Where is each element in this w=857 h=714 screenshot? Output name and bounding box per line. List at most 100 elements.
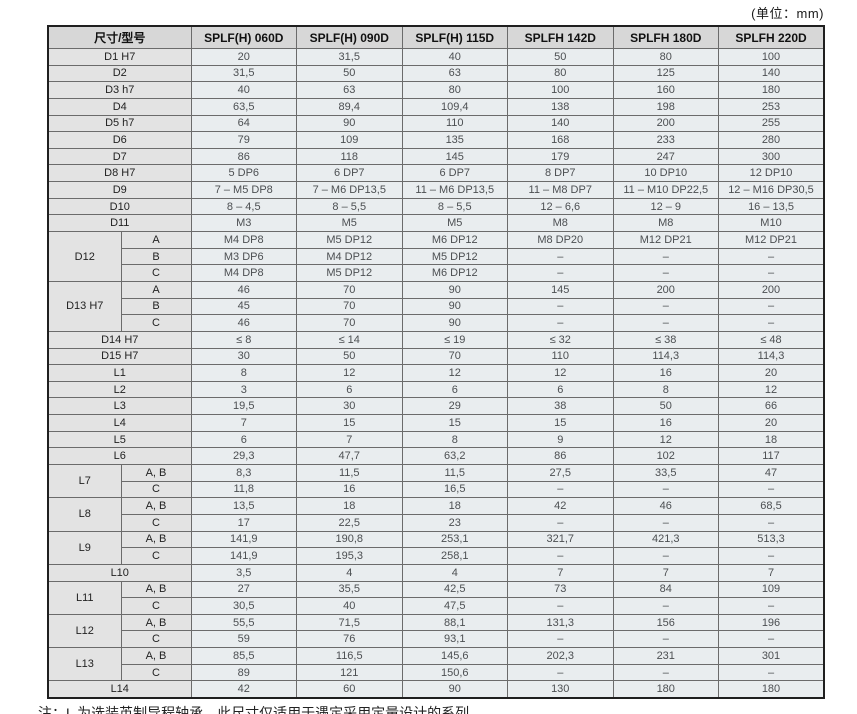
value-cell: –: [612, 480, 719, 499]
value-cell: –: [507, 480, 614, 499]
value-cell: 4: [401, 563, 508, 582]
row-label: D4: [47, 97, 192, 116]
value-cell: 11 – M6 DP13,5: [401, 181, 508, 199]
table-row: L4 7 15 15 15 16 20: [47, 414, 825, 432]
value-cell: 40: [296, 597, 403, 615]
table-row: C 141,9 195,3 258,1– – –: [48, 547, 825, 565]
row-sublabel: A, B: [120, 580, 192, 599]
value-cell: 301: [718, 647, 825, 665]
value-cell: 8 – 5,5: [296, 197, 403, 216]
value-cell: 114,3: [718, 347, 825, 366]
value-cell: M8 DP20: [507, 231, 614, 249]
row-label: L2: [47, 380, 192, 399]
value-cell: –: [718, 513, 825, 532]
value-cell: –: [612, 247, 719, 266]
row-sublabel: A, B: [120, 464, 192, 482]
value-cell: M6 DP12: [401, 231, 508, 249]
value-cell: M10: [718, 214, 825, 233]
value-cell: M5 DP12: [296, 231, 403, 249]
value-cell: 9: [507, 430, 614, 449]
value-cell: M5 DP12: [401, 247, 508, 266]
value-cell: 19,5: [190, 397, 297, 416]
value-cell: 35,5: [296, 580, 403, 599]
table-row: D10 8 – 4,5 8 – 5,5 8 – 5,5 12 – 6,6 12 – 9 16…: [47, 197, 825, 216]
row-sublabel: B: [120, 297, 192, 316]
value-cell: 20: [718, 414, 825, 432]
value-cell: 90: [401, 314, 508, 332]
table-row: B M3 DP6 M4 DP12 M5 DP12– – –: [48, 247, 825, 266]
value-cell: 247: [612, 147, 719, 166]
table-row: L11 A, B 27 35,5 42,5 73 84 109: [47, 580, 825, 615]
row-sublabel: C: [120, 264, 192, 282]
value-cell: 18: [718, 430, 825, 449]
value-cell: 12 – 9: [612, 197, 719, 216]
table-row: D12 A M4 DP8 M5 DP12 M6 DP12 M8 DP20 M12 DP21 M…: [47, 231, 825, 282]
row-sublabel: A, B: [120, 613, 192, 632]
table-row: L5 6 7 8 9 12 18: [47, 430, 825, 449]
value-cell: 180: [612, 680, 719, 699]
table-row: L10 3,5 4 4 7 7 7: [47, 563, 825, 582]
value-cell: 17: [190, 513, 297, 532]
value-cell: ≤ 38: [612, 330, 719, 349]
value-cell: 12: [401, 364, 508, 382]
value-cell: 233: [612, 131, 719, 149]
value-cell: 196: [718, 613, 825, 632]
value-cell: 198: [612, 97, 719, 116]
value-cell: 141,9: [190, 530, 297, 549]
model-column-header: SPLF(H) 115D: [401, 25, 508, 49]
row-sublabel: A: [120, 231, 192, 249]
value-cell: –: [718, 597, 825, 615]
value-cell: 11,5: [401, 464, 508, 482]
value-cell: 46: [190, 280, 297, 299]
value-cell: 109: [718, 580, 825, 599]
table-row: B 45 70 90– – –: [48, 297, 825, 316]
value-cell: 70: [296, 314, 403, 332]
value-cell: 117: [718, 447, 825, 466]
value-cell: 100: [718, 48, 825, 66]
value-cell: 253,1: [401, 530, 508, 549]
value-cell: 63: [401, 64, 508, 83]
value-cell: M8: [612, 214, 719, 233]
header-row: 尺寸/型号 SPLF(H) 060D SPLF(H) 090D SPLF(H) 115…: [47, 25, 825, 49]
value-cell: M5: [296, 214, 403, 233]
table-row: L1 8 12 12 12 16 20: [47, 364, 825, 382]
value-cell: 109,4: [401, 97, 508, 116]
table-row: D8 H7 5 DP6 6 DP7 6 DP7 8 DP7 10 DP10 12 DP10: [47, 164, 825, 183]
value-cell: 12 – 6,6: [507, 197, 614, 216]
value-cell: 8: [612, 380, 719, 399]
value-cell: 10 DP10: [612, 164, 719, 183]
value-cell: 50: [507, 48, 614, 66]
value-cell: 8: [190, 364, 297, 382]
value-cell: 15: [296, 414, 403, 432]
row-label: L4: [47, 414, 192, 432]
table-row: D4 63,5 89,4 109,4 138 198 253: [47, 97, 825, 116]
value-cell: M5 DP12: [296, 264, 403, 282]
value-cell: 31,5: [190, 64, 297, 83]
value-cell: –: [718, 480, 825, 499]
value-cell: –: [718, 247, 825, 266]
row-label: L8: [47, 497, 122, 532]
value-cell: 12 – M16 DP30,5: [718, 181, 825, 199]
value-cell: 140: [718, 64, 825, 83]
value-cell: 6: [507, 380, 614, 399]
row-label: L7: [47, 464, 122, 499]
row-label: D2: [47, 64, 192, 83]
value-cell: 93,1: [401, 630, 508, 649]
value-cell: 7: [718, 563, 825, 582]
model-column-header: SPLFH 220D: [718, 25, 825, 49]
row-label: L1: [47, 364, 192, 382]
value-cell: 513,3: [718, 530, 825, 549]
value-cell: 11 – M8 DP7: [507, 181, 614, 199]
value-cell: 13,5: [190, 497, 297, 515]
row-label: D6: [47, 131, 192, 149]
value-cell: 160: [612, 81, 719, 99]
table-row: D2 31,5 50 63 80 125 140: [47, 64, 825, 83]
value-cell: 42: [507, 497, 614, 515]
model-column-header: SPLF(H) 090D: [296, 25, 403, 49]
value-cell: 7 – M5 DP8: [190, 181, 297, 199]
value-cell: 116,5: [296, 647, 403, 665]
value-cell: 40: [190, 81, 297, 99]
value-cell: 12 DP10: [718, 164, 825, 183]
value-cell: M3 DP6: [190, 247, 297, 266]
value-cell: 102: [612, 447, 719, 466]
